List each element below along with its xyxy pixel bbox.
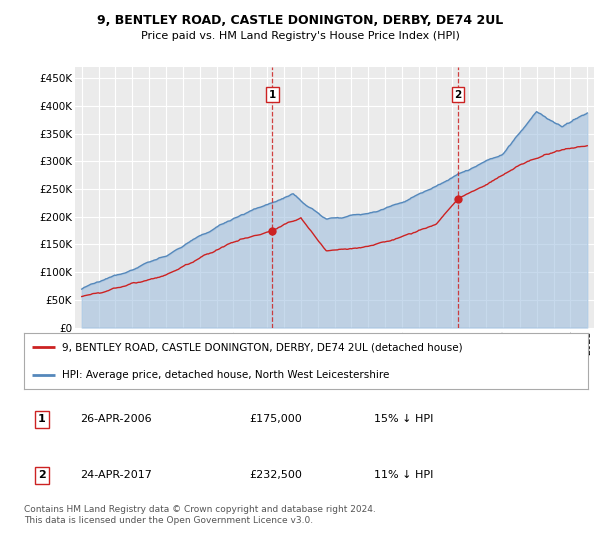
Text: HPI: Average price, detached house, North West Leicestershire: HPI: Average price, detached house, Nort… (62, 370, 390, 380)
Text: 1: 1 (38, 414, 46, 424)
Text: £232,500: £232,500 (250, 470, 302, 480)
Text: 11% ↓ HPI: 11% ↓ HPI (374, 470, 433, 480)
Text: Price paid vs. HM Land Registry's House Price Index (HPI): Price paid vs. HM Land Registry's House … (140, 31, 460, 41)
Text: 24-APR-2017: 24-APR-2017 (80, 470, 152, 480)
Text: 1: 1 (269, 90, 276, 100)
Text: 15% ↓ HPI: 15% ↓ HPI (374, 414, 433, 424)
Text: 2: 2 (38, 470, 46, 480)
Text: Contains HM Land Registry data © Crown copyright and database right 2024.
This d: Contains HM Land Registry data © Crown c… (24, 505, 376, 525)
Text: 2: 2 (454, 90, 461, 100)
Text: 9, BENTLEY ROAD, CASTLE DONINGTON, DERBY, DE74 2UL (detached house): 9, BENTLEY ROAD, CASTLE DONINGTON, DERBY… (62, 342, 463, 352)
Text: 9, BENTLEY ROAD, CASTLE DONINGTON, DERBY, DE74 2UL: 9, BENTLEY ROAD, CASTLE DONINGTON, DERBY… (97, 14, 503, 27)
Text: £175,000: £175,000 (250, 414, 302, 424)
Text: 26-APR-2006: 26-APR-2006 (80, 414, 152, 424)
